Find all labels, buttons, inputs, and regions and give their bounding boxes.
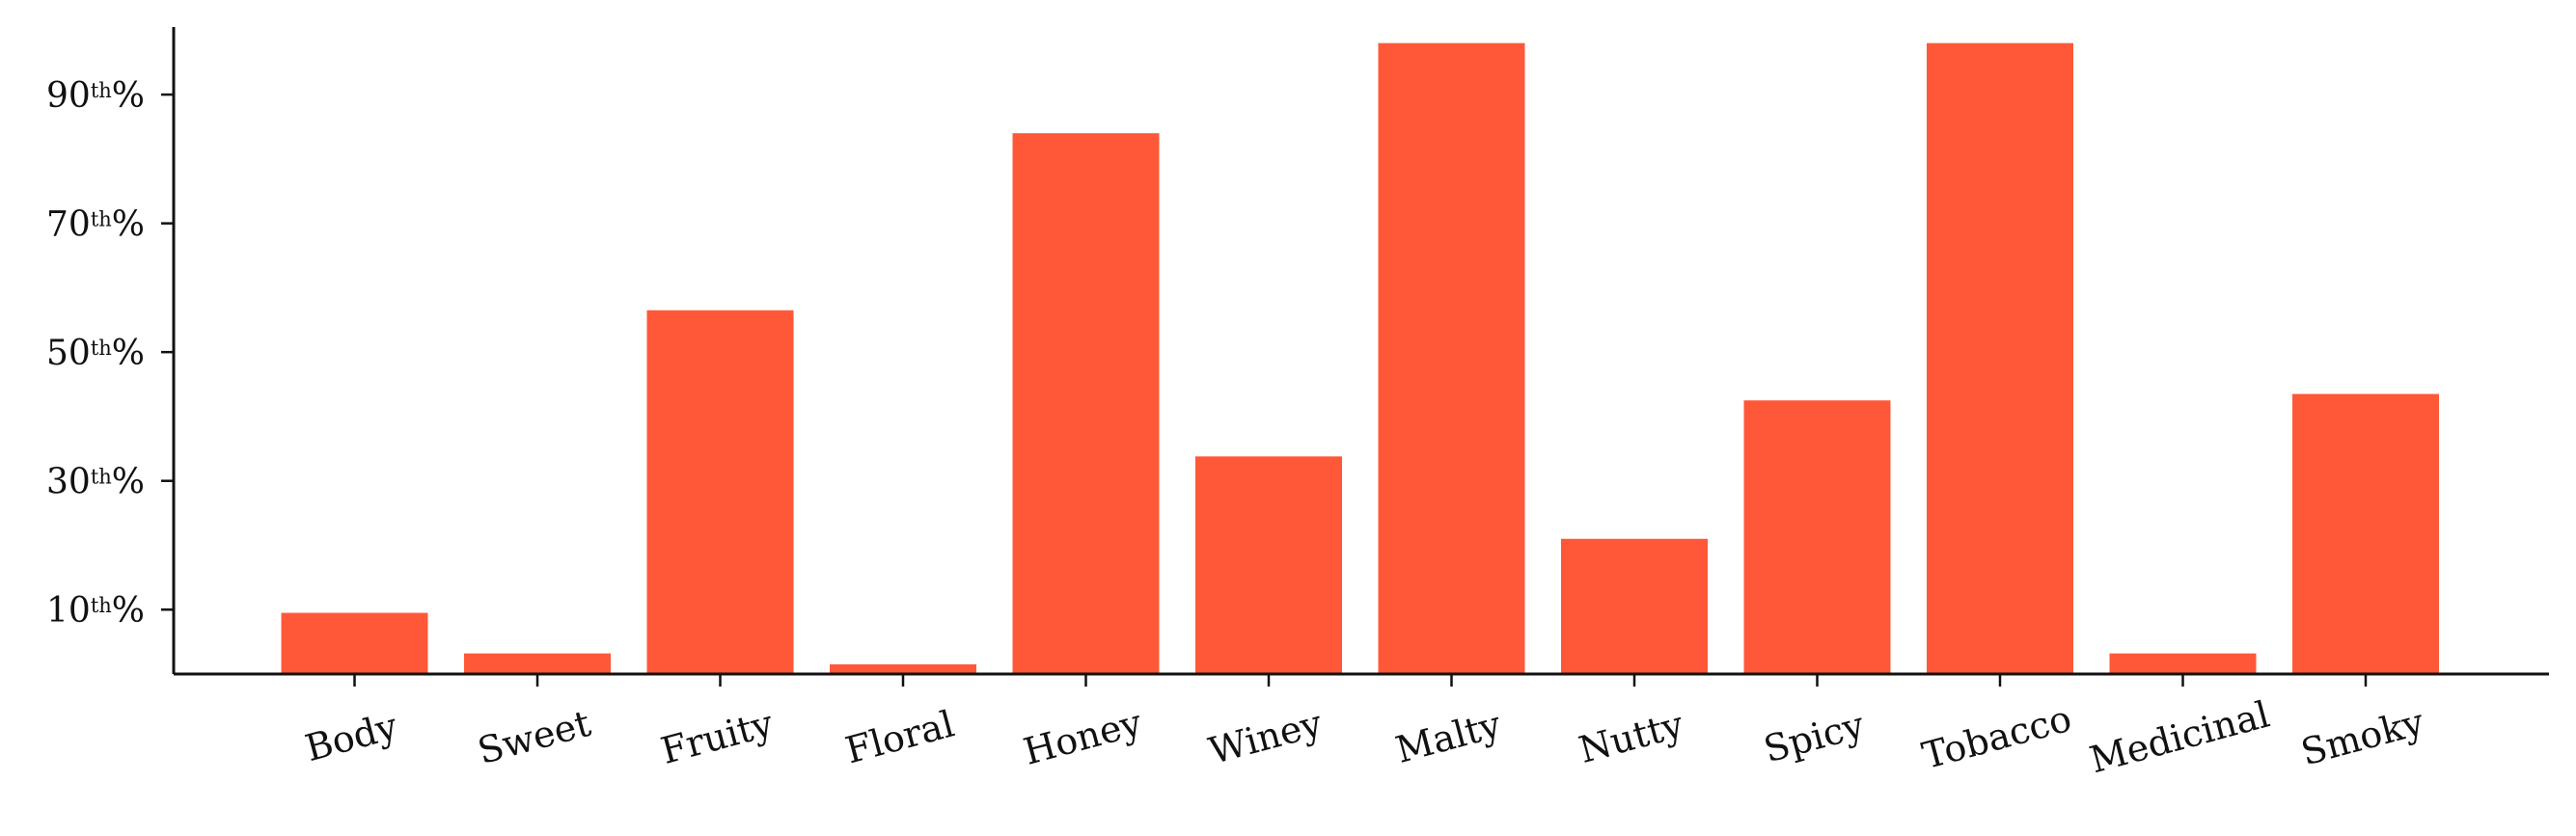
- y-tick-label: 90th%: [46, 76, 145, 116]
- x-tick-label: Sweet: [474, 702, 595, 772]
- y-tick-label: 70th%: [46, 205, 145, 245]
- bar-sweet: [464, 653, 611, 674]
- x-tick-label: Malty: [1391, 703, 1506, 771]
- y-tick-number: 50: [46, 334, 91, 373]
- bar-body: [281, 612, 428, 674]
- x-tick-label: Medicinal: [2085, 693, 2273, 782]
- bar-honey: [1012, 133, 1160, 674]
- x-tick-label: Winey: [1204, 702, 1327, 772]
- bar-spicy: [1743, 400, 1891, 674]
- y-tick-percent: %: [112, 334, 145, 373]
- x-tick-label: Spicy: [1760, 703, 1870, 770]
- x-tick-label: Fruity: [656, 702, 778, 772]
- x-tick-label: Tobacco: [1918, 697, 2076, 777]
- y-axis-ticks: 10th%30th%50th%70th%90th%: [46, 76, 174, 631]
- bar-fruity: [646, 310, 794, 674]
- y-tick-ordinal: th: [91, 79, 112, 102]
- y-tick-percent: %: [112, 591, 145, 631]
- bar-smoky: [2292, 393, 2439, 674]
- x-axis-ticks: Body Sweet Fruity Floral Honey Winey Malty Nutt…: [301, 674, 2428, 782]
- y-tick-percent: %: [112, 76, 145, 116]
- bar-nutty: [1561, 538, 1708, 674]
- y-tick-number: 10: [46, 591, 91, 631]
- y-tick-number: 30: [46, 463, 91, 502]
- y-tick-ordinal: th: [91, 594, 112, 617]
- x-tick-label: Floral: [841, 702, 959, 771]
- bar-malty: [1378, 42, 1525, 675]
- y-tick-label: 30th%: [46, 463, 145, 502]
- y-tick-label: 50th%: [46, 334, 145, 373]
- bar-winey: [1195, 456, 1342, 674]
- x-tick-label: Honey: [1019, 701, 1146, 773]
- y-tick-ordinal: th: [91, 208, 112, 231]
- bars-group: [281, 42, 2439, 675]
- x-tick-label: Body: [301, 705, 402, 770]
- y-tick-ordinal: th: [91, 337, 112, 360]
- bar-floral: [830, 663, 976, 674]
- y-tick-number: 70: [46, 205, 91, 245]
- x-tick-label: Smoky: [2296, 700, 2428, 773]
- x-tick-label: Nutty: [1575, 703, 1688, 771]
- y-tick-label: 10th%: [46, 591, 145, 631]
- y-tick-ordinal: th: [91, 466, 112, 489]
- y-tick-number: 90: [46, 76, 91, 116]
- y-tick-percent: %: [112, 463, 145, 502]
- bar-tobacco: [1927, 42, 2073, 675]
- y-tick-percent: %: [112, 205, 145, 245]
- bar-medicinal: [2109, 653, 2257, 674]
